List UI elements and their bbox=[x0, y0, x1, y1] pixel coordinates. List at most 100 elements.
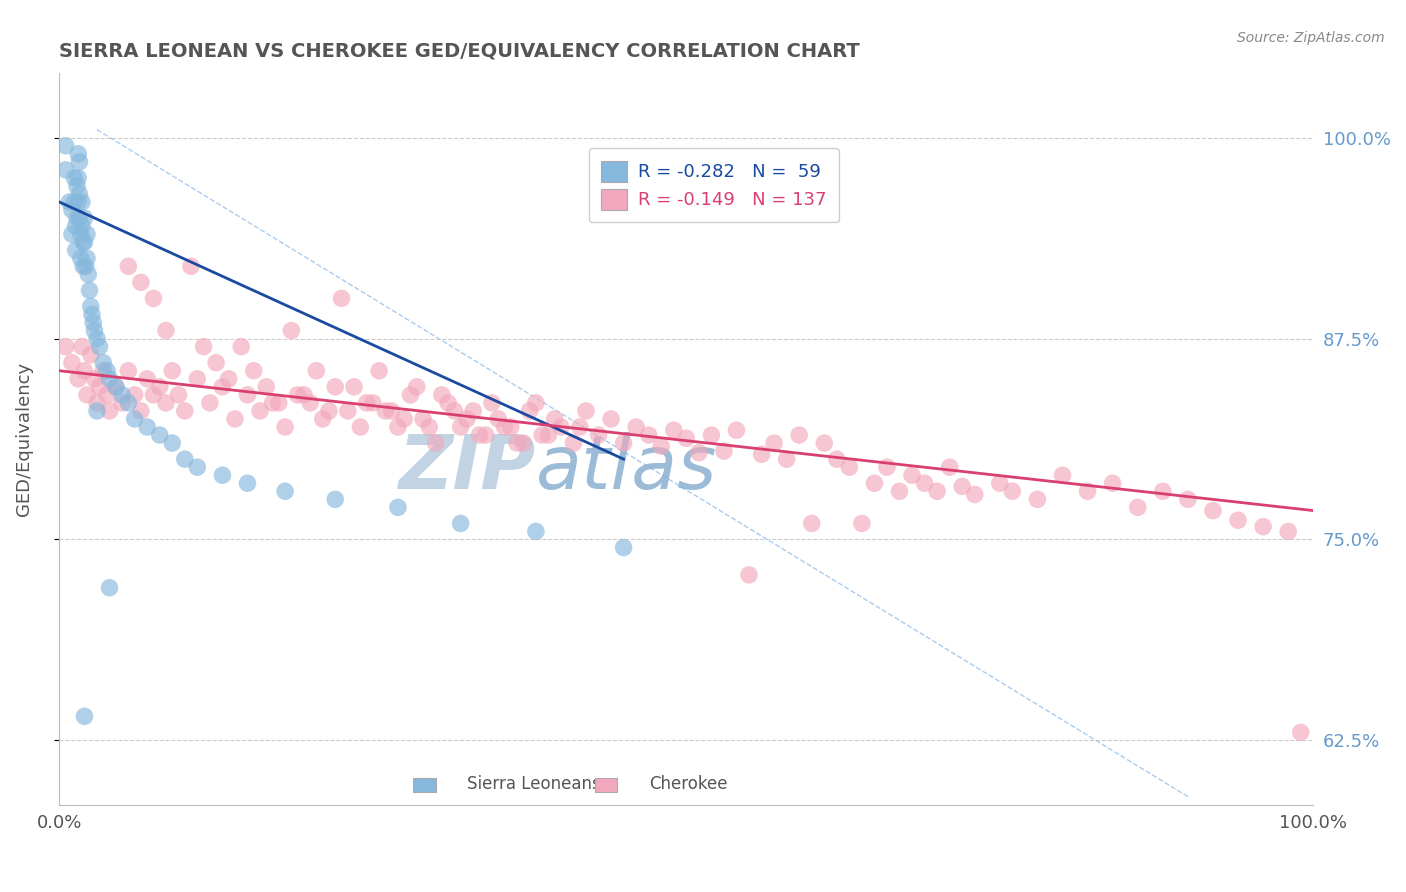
Point bbox=[725, 423, 748, 437]
Point bbox=[76, 227, 98, 241]
Point bbox=[211, 380, 233, 394]
Point bbox=[96, 364, 118, 378]
Point bbox=[688, 446, 710, 460]
Point bbox=[142, 292, 165, 306]
Point bbox=[136, 420, 159, 434]
Point bbox=[486, 412, 509, 426]
Point bbox=[205, 356, 228, 370]
Point bbox=[568, 420, 591, 434]
Point bbox=[162, 436, 184, 450]
Point bbox=[506, 436, 529, 450]
Point bbox=[637, 428, 659, 442]
FancyBboxPatch shape bbox=[413, 779, 436, 791]
Point bbox=[988, 476, 1011, 491]
Point bbox=[98, 372, 121, 386]
Point bbox=[1277, 524, 1299, 539]
Point bbox=[186, 460, 208, 475]
Point bbox=[901, 468, 924, 483]
Point bbox=[249, 404, 271, 418]
Point bbox=[236, 388, 259, 402]
Point bbox=[77, 268, 100, 282]
Point bbox=[72, 235, 94, 249]
Point bbox=[430, 388, 453, 402]
Point bbox=[73, 235, 96, 249]
Point bbox=[399, 388, 422, 402]
Point bbox=[927, 484, 949, 499]
Point bbox=[494, 420, 516, 434]
Point bbox=[70, 219, 93, 233]
Point bbox=[519, 404, 541, 418]
Point bbox=[124, 412, 146, 426]
Point bbox=[224, 412, 246, 426]
Point bbox=[361, 396, 384, 410]
Point bbox=[73, 211, 96, 225]
Text: atlas: atlas bbox=[536, 433, 717, 504]
Point bbox=[305, 364, 328, 378]
Point bbox=[55, 138, 77, 153]
Text: Sierra Leoneans: Sierra Leoneans bbox=[467, 775, 600, 793]
Point bbox=[65, 219, 87, 233]
Point bbox=[111, 388, 134, 402]
Point bbox=[524, 524, 547, 539]
Point bbox=[155, 396, 177, 410]
Point bbox=[66, 178, 89, 193]
Point bbox=[86, 404, 108, 418]
Point bbox=[700, 428, 723, 442]
Point bbox=[104, 380, 127, 394]
Point bbox=[450, 420, 472, 434]
Point bbox=[73, 709, 96, 723]
Point bbox=[418, 420, 440, 434]
Point bbox=[499, 420, 522, 434]
Point bbox=[236, 476, 259, 491]
Point bbox=[588, 428, 610, 442]
Point bbox=[129, 404, 152, 418]
Point bbox=[98, 404, 121, 418]
Point bbox=[58, 194, 80, 209]
Point bbox=[274, 484, 297, 499]
FancyBboxPatch shape bbox=[595, 779, 617, 791]
Point bbox=[69, 211, 91, 225]
Point bbox=[575, 404, 598, 418]
Point bbox=[1077, 484, 1099, 499]
Point bbox=[76, 388, 98, 402]
Point bbox=[1052, 468, 1074, 483]
Point bbox=[211, 468, 233, 483]
Point bbox=[650, 439, 672, 453]
Point bbox=[624, 420, 647, 434]
Point bbox=[374, 404, 396, 418]
Point bbox=[63, 170, 86, 185]
Point bbox=[117, 260, 139, 274]
Point bbox=[274, 420, 297, 434]
Point bbox=[67, 194, 90, 209]
Point bbox=[162, 364, 184, 378]
Point bbox=[1126, 500, 1149, 515]
Point bbox=[70, 194, 93, 209]
Point bbox=[312, 412, 335, 426]
Point bbox=[838, 460, 860, 475]
Point bbox=[60, 227, 83, 241]
Point bbox=[763, 436, 786, 450]
Point bbox=[713, 444, 735, 458]
Point bbox=[387, 500, 409, 515]
Point bbox=[531, 428, 554, 442]
Point bbox=[1202, 503, 1225, 517]
Point bbox=[512, 436, 534, 450]
Point bbox=[474, 428, 496, 442]
Point bbox=[613, 541, 636, 555]
Point bbox=[1101, 476, 1123, 491]
Point bbox=[80, 308, 103, 322]
Point bbox=[79, 284, 101, 298]
Point bbox=[381, 404, 404, 418]
Point bbox=[82, 316, 104, 330]
Point bbox=[889, 484, 911, 499]
Point bbox=[876, 460, 898, 475]
Point bbox=[287, 388, 309, 402]
Point bbox=[412, 412, 434, 426]
Point bbox=[117, 396, 139, 410]
Text: Source: ZipAtlas.com: Source: ZipAtlas.com bbox=[1237, 31, 1385, 45]
Point bbox=[67, 372, 90, 386]
Point bbox=[124, 388, 146, 402]
Point bbox=[83, 324, 105, 338]
Point bbox=[63, 194, 86, 209]
Point bbox=[787, 428, 810, 442]
